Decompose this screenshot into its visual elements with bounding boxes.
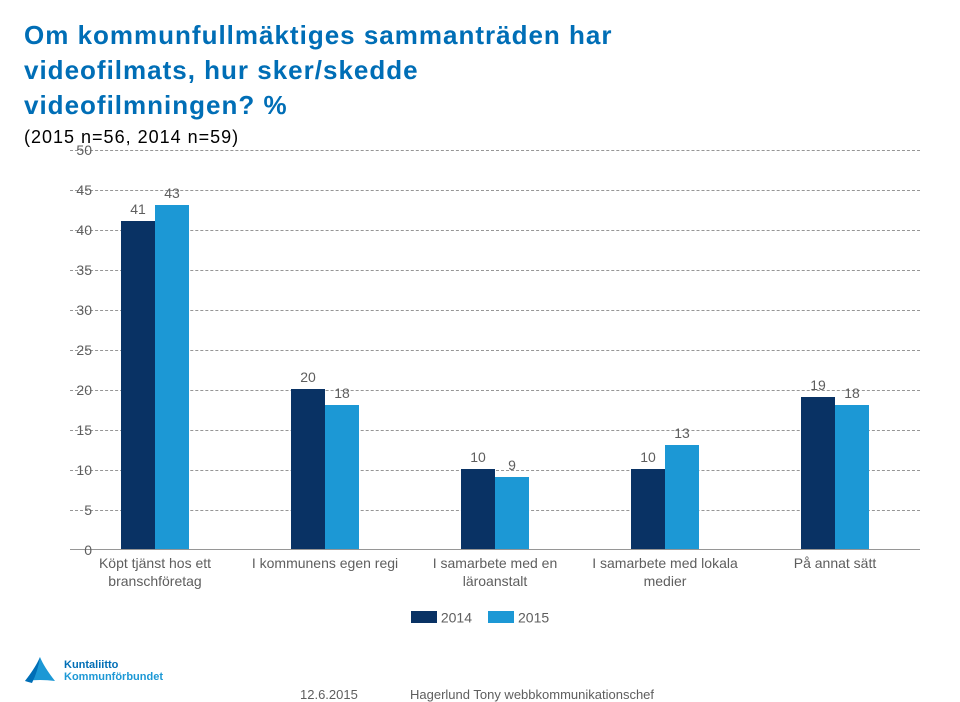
logo-text: Kuntaliitto Kommunförbundet: [64, 659, 163, 683]
bar: [665, 445, 699, 549]
bar: [835, 405, 869, 549]
x-tick-label: I samarbete med lokala medier: [580, 555, 750, 590]
x-tick-label: Köpt tjänst hos ett branschföretag: [70, 555, 240, 590]
legend-item: 2014: [411, 608, 472, 625]
bar-value-label: 43: [152, 185, 192, 201]
legend-label: 2014: [441, 609, 472, 625]
bar-group: 109: [410, 150, 580, 549]
footer-date: 12.6.2015: [300, 687, 358, 702]
bar-value-label: 10: [628, 449, 668, 465]
bar-value-label: 18: [322, 385, 362, 401]
plot-area: 051015202530354045504143Köpt tjänst hos …: [70, 150, 920, 550]
logo-icon: [22, 653, 58, 689]
bar: [325, 405, 359, 549]
bar: [461, 469, 495, 549]
legend: 2014 2015: [0, 608, 960, 625]
bar-group: 1918: [750, 150, 920, 549]
bar-value-label: 9: [492, 457, 532, 473]
logo-line2: Kommunförbundet: [64, 671, 163, 683]
footer-author: Hagerlund Tony webbkommunikationschef: [410, 687, 654, 702]
chart-area: 051015202530354045504143Köpt tjänst hos …: [40, 150, 920, 570]
bar-value-label: 41: [118, 201, 158, 217]
legend-swatch: [411, 611, 437, 623]
x-tick-label: På annat sätt: [750, 555, 920, 573]
title-line: Om kommunfullmäktiges sammanträden har: [24, 18, 936, 53]
bar: [155, 205, 189, 549]
legend-label: 2015: [518, 609, 549, 625]
title-line: videofilmningen? %: [24, 88, 936, 123]
legend-item: 2015: [488, 608, 549, 625]
bar-group: 10 13: [580, 150, 750, 549]
x-tick-label: I samarbete med en läroanstalt: [410, 555, 580, 590]
bar: [121, 221, 155, 549]
logo-line1: Kuntaliitto: [64, 659, 163, 671]
bar: [801, 397, 835, 549]
bar: [495, 477, 529, 549]
bar-group: 4143: [70, 150, 240, 549]
bar-group: 2018: [240, 150, 410, 549]
chart-subtitle: (2015 n=56, 2014 n=59): [0, 123, 960, 148]
bar: [291, 389, 325, 549]
bar: [631, 469, 665, 549]
logo: Kuntaliitto Kommunförbundet: [22, 653, 163, 689]
x-tick-label: I kommunens egen regi: [240, 555, 410, 573]
chart-title: Om kommunfullmäktiges sammanträden har v…: [0, 0, 960, 123]
bar-value-label: 20: [288, 369, 328, 385]
title-line: videofilmats, hur sker/skedde: [24, 53, 936, 88]
bar-value-label: 18: [832, 385, 872, 401]
bar-value-label: 13: [662, 425, 702, 441]
legend-swatch: [488, 611, 514, 623]
